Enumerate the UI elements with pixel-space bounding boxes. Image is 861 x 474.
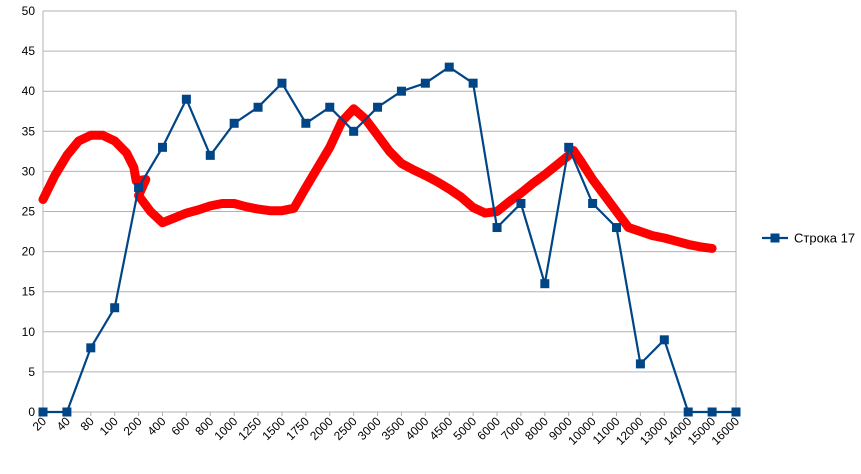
- y-tick-label: 45: [22, 44, 36, 58]
- series-line-stroke: [43, 65, 736, 414]
- x-tick-label: 100: [97, 414, 121, 438]
- x-tick-label: 2000: [307, 414, 336, 443]
- x-tick-label: 3000: [355, 414, 384, 443]
- y-tick-label: 30: [22, 164, 36, 178]
- data-point-marker: [277, 78, 287, 88]
- y-tick-label: 0: [28, 405, 35, 419]
- series-markers: [38, 62, 741, 417]
- data-point-marker: [325, 102, 335, 112]
- x-tick-label: 8000: [522, 414, 551, 443]
- x-tick-label: 600: [168, 414, 192, 438]
- y-tick-label: 10: [22, 325, 36, 339]
- data-point-marker: [38, 407, 48, 417]
- data-point-marker: [157, 142, 167, 152]
- gridlines: [43, 10, 736, 413]
- x-tick-label: 1000: [212, 414, 241, 443]
- x-tick-label: 1500: [259, 414, 288, 443]
- x-tick-label: 200: [121, 414, 145, 438]
- x-tick-label: 1750: [283, 414, 312, 443]
- data-point-marker: [181, 94, 191, 104]
- x-tick-label: 80: [78, 414, 98, 434]
- data-point-marker: [396, 86, 406, 96]
- data-point-marker: [635, 359, 645, 369]
- data-point-marker: [301, 118, 311, 128]
- x-tick-label: 4000: [403, 414, 432, 443]
- data-point-marker: [62, 407, 72, 417]
- axes: [42, 11, 737, 416]
- y-tick-label: 40: [22, 84, 36, 98]
- y-tick-label: 35: [22, 124, 36, 138]
- y-tick-label: 15: [22, 285, 36, 299]
- x-tick-label: 7000: [498, 414, 527, 443]
- x-tick-label: 4500: [427, 414, 456, 443]
- x-tick-label: 400: [145, 414, 169, 438]
- data-point-marker: [516, 198, 526, 208]
- data-point-marker: [86, 343, 96, 353]
- y-tick-label: 20: [22, 245, 36, 259]
- data-point-marker: [110, 303, 120, 313]
- legend: Строка 17: [762, 231, 855, 246]
- data-point-marker: [564, 142, 574, 152]
- data-point-marker: [373, 102, 383, 112]
- data-point-marker: [612, 223, 622, 233]
- data-point-marker: [731, 407, 741, 417]
- y-tick-label: 5: [28, 365, 35, 379]
- data-point-marker: [229, 118, 239, 128]
- x-tick-label: 40: [54, 414, 74, 434]
- x-tick-label: 5000: [450, 414, 479, 443]
- y-tick-label: 50: [22, 4, 36, 18]
- x-tick-labels: 20 40 80 100 200 400 600 8001000125015001750200…: [30, 414, 743, 448]
- series-line: [43, 65, 736, 414]
- data-point-marker: [253, 102, 263, 112]
- data-point-marker: [707, 407, 717, 417]
- y-tick-label: 25: [22, 205, 36, 219]
- legend-label: Строка 17: [794, 231, 855, 246]
- x-tick-label: 2500: [331, 414, 360, 443]
- legend-swatch-marker: [770, 233, 780, 243]
- x-tick-label: 6000: [474, 414, 503, 443]
- data-point-marker: [540, 279, 550, 289]
- data-point-marker: [205, 150, 215, 160]
- data-point-marker: [492, 223, 502, 233]
- x-tick-label: 1250: [235, 414, 264, 443]
- data-point-marker: [444, 62, 454, 72]
- data-point-marker: [683, 407, 693, 417]
- data-point-marker: [468, 78, 478, 88]
- data-point-marker: [349, 126, 359, 136]
- x-tick-label: 3500: [379, 414, 408, 443]
- x-tick-label: 16000: [709, 414, 743, 448]
- data-point-marker: [659, 335, 669, 345]
- data-point-marker: [420, 78, 430, 88]
- data-point-marker: [134, 182, 144, 192]
- data-point-marker: [588, 198, 598, 208]
- y-tick-labels: 0 5 10 15 20 25 30 35 40 45 50: [22, 4, 36, 419]
